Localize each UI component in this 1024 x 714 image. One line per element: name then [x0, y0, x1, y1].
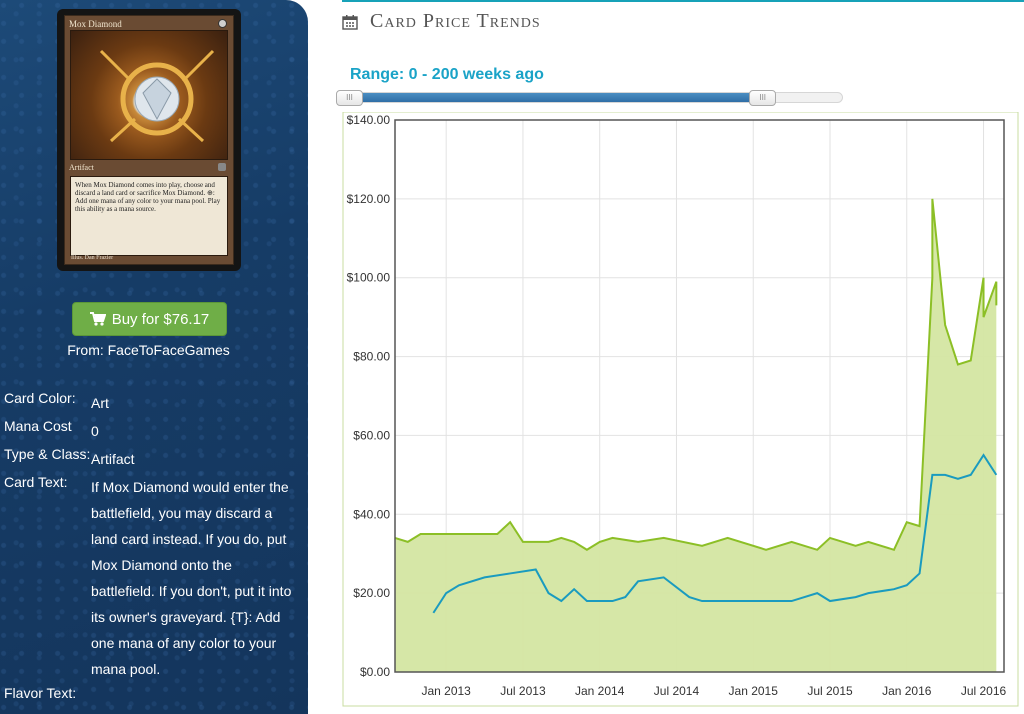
x-tick-label: Jan 2014: [575, 684, 625, 698]
attr-label: Flavor Text:: [4, 685, 77, 701]
plot-border: [394, 119, 1005, 673]
y-tick-label: $60.00: [353, 428, 390, 442]
y-tick-label: $140.00: [347, 113, 391, 127]
card-type-line: Artifact: [69, 163, 94, 172]
y-tick-label: $120.00: [347, 192, 391, 206]
attr-value: If Mox Diamond would enter the battlefie…: [91, 479, 292, 677]
price-chart: Jan 2013 Jul 2013 Jan 2014 Jul 2014 Jan 2015…: [342, 112, 1019, 707]
attr-flavor-text: Flavor Text:: [4, 685, 291, 701]
diamond-art-icon: [99, 49, 215, 143]
x-tick-label: Jan 2015: [729, 684, 779, 698]
card-sidebar: Mox Diamond Artifact When Mox Diamond co…: [0, 0, 308, 714]
range-label: Range: 0 - 200 weeks ago: [350, 66, 544, 83]
mana-symbol-icon: [218, 19, 227, 28]
attr-label: Mana Cost: [4, 418, 72, 434]
card-image[interactable]: Mox Diamond Artifact When Mox Diamond co…: [57, 9, 241, 271]
range-slider-min-handle[interactable]: III: [336, 90, 363, 106]
x-tick-label: Jan 2016: [882, 684, 932, 698]
attr-card-text: Card Text: If Mox Diamond would enter th…: [4, 474, 296, 682]
set-symbol-icon: [218, 163, 226, 171]
shopping-cart-icon: [89, 312, 106, 326]
price-line-green: [394, 198, 998, 551]
range-slider-fill: [339, 93, 764, 102]
y-tick-label: $40.00: [353, 507, 390, 521]
card-frame: Mox Diamond Artifact When Mox Diamond co…: [64, 15, 234, 265]
seller-text: From: FaceToFaceGames: [67, 342, 230, 358]
calendar-icon: [342, 14, 358, 30]
range-slider-max-handle[interactable]: III: [749, 90, 777, 106]
attr-value: Artifact: [91, 451, 135, 467]
y-tick-label: $100.00: [347, 271, 391, 285]
card-artist: Illus. Dan Frazier: [71, 255, 114, 261]
attr-label: Card Color:: [4, 390, 76, 406]
attr-label: Type & Class:: [4, 446, 91, 462]
buy-button[interactable]: Buy for $76.17: [72, 302, 227, 336]
price-area-fill: [395, 198, 997, 672]
buy-button-label: Buy for $76.17: [111, 310, 210, 328]
card-art: [70, 30, 228, 160]
price-line-blue: [432, 453, 998, 614]
section-header: Card Price Trends: [342, 10, 541, 33]
attr-card-color: Card Color: Art: [4, 390, 291, 416]
attr-value: Art: [91, 395, 109, 411]
attr-value: 0: [91, 423, 99, 439]
attr-value: [91, 685, 291, 701]
x-tick-label: Jul 2013: [500, 684, 546, 698]
range-slider[interactable]: III III: [336, 90, 843, 106]
x-tick-label: Jan 2013: [421, 684, 471, 698]
card-rules-text: When Mox Diamond comes into play, choose…: [70, 176, 228, 256]
card-name: Mox Diamond: [69, 19, 122, 29]
main-content: Card Price Trends Range: 0 - 200 weeks a…: [308, 0, 1024, 714]
attr-type-class: Type & Class: Artifact: [4, 446, 291, 472]
x-tick-label: Jul 2016: [961, 684, 1007, 698]
y-tick-label: $20.00: [353, 586, 390, 600]
y-tick-label: $0.00: [360, 665, 390, 679]
section-divider: [342, 0, 1024, 2]
x-tick-label: Jul 2014: [654, 684, 700, 698]
section-title: Card Price Trends: [370, 10, 541, 32]
attr-label: Card Text:: [4, 474, 68, 490]
y-tick-label: $80.00: [353, 350, 390, 364]
attr-mana-cost: Mana Cost 0: [4, 418, 291, 444]
x-tick-label: Jul 2015: [807, 684, 853, 698]
